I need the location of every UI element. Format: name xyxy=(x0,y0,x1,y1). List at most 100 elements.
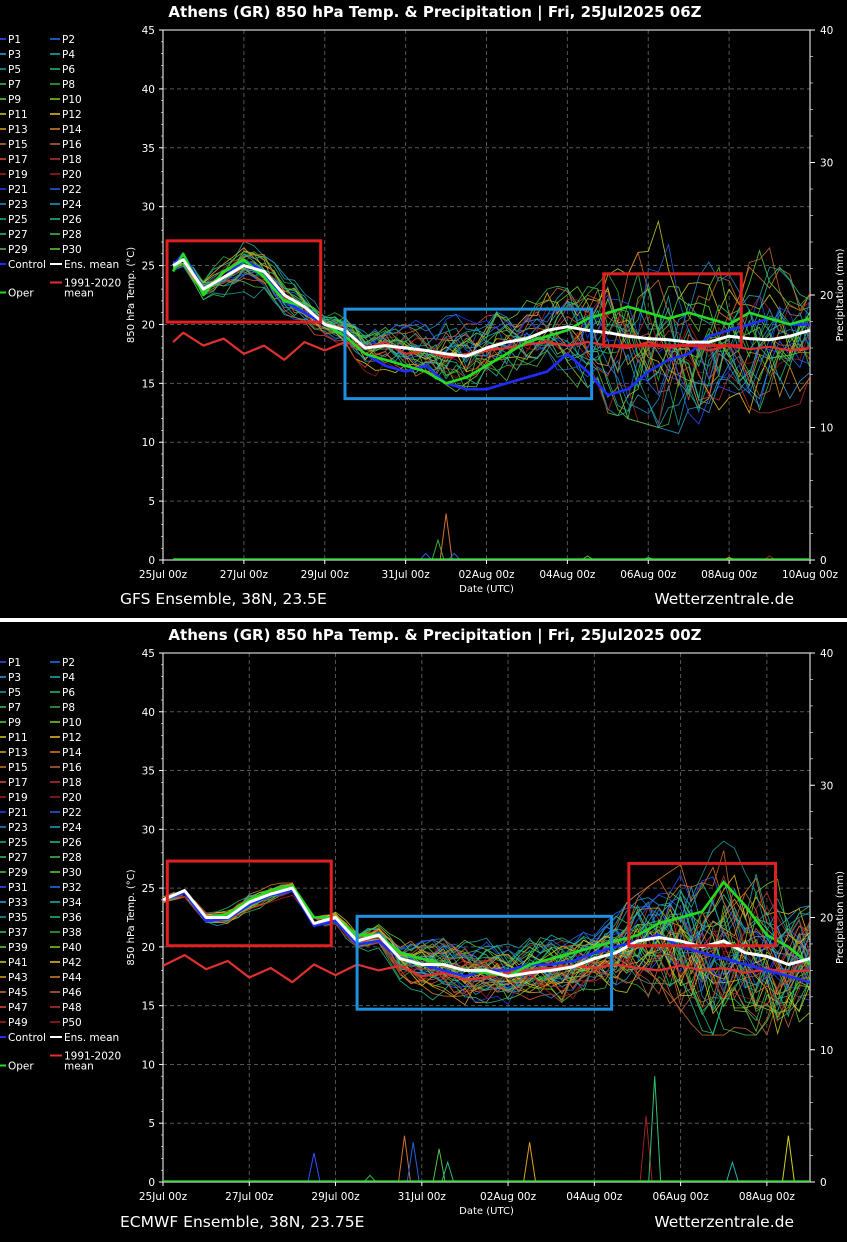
legend-label: P13 xyxy=(8,124,28,136)
x-tick-label: 04Aug 00z xyxy=(566,1191,623,1203)
legend-label: P11 xyxy=(8,732,28,744)
ensemble-member-line xyxy=(163,894,810,1000)
ensemble-mean-line xyxy=(172,258,810,358)
legend-label: P49 xyxy=(8,1017,28,1029)
legend-label: P28 xyxy=(62,229,82,241)
legend-label: P30 xyxy=(62,244,82,256)
ecmwf-chart-svg: Athens (GR) 850 hPa Temp. & Precipitatio… xyxy=(0,626,846,1231)
legend-label: P50 xyxy=(62,1017,82,1029)
precip-member-spike xyxy=(398,1135,411,1182)
highlight-box xyxy=(343,307,594,401)
ensemble-member-line xyxy=(172,261,810,415)
legend-label: P23 xyxy=(8,822,28,834)
legend-label: P24 xyxy=(62,199,82,211)
legend-label: mean xyxy=(64,288,94,300)
legend-label: P4 xyxy=(62,672,75,684)
legend-label: mean xyxy=(64,1061,94,1073)
legend-label: P34 xyxy=(62,897,82,909)
precip-member-spike xyxy=(523,1142,537,1182)
y-tick-label: 5 xyxy=(148,1118,155,1130)
legend-label: P9 xyxy=(8,94,21,106)
legend-label: P22 xyxy=(62,184,82,196)
x-tick-label: 04Aug 00z xyxy=(539,569,596,581)
legend-label: 1991-2020 xyxy=(64,1051,121,1063)
legend-label: P3 xyxy=(8,672,21,684)
precip-member-spike xyxy=(363,1174,377,1182)
legend-label: P2 xyxy=(62,34,75,46)
legend-label: P17 xyxy=(8,154,28,166)
legend-label: P36 xyxy=(62,912,82,924)
legend-label: P16 xyxy=(62,139,82,151)
y2-tick-label: 10 xyxy=(820,423,833,435)
legend-label: P3 xyxy=(8,49,21,61)
y-tick-label: 45 xyxy=(142,25,155,37)
chart-title: Athens (GR) 850 hPa Temp. & Precipitatio… xyxy=(168,626,701,645)
y2-tick-label: 40 xyxy=(820,648,833,660)
legend-label: P13 xyxy=(8,747,28,759)
precip-member-spike xyxy=(441,1160,455,1182)
panel-divider xyxy=(0,618,847,622)
legend-label: P21 xyxy=(8,184,28,196)
y-tick-label: 20 xyxy=(142,942,155,954)
climate-mean-line xyxy=(163,954,810,984)
y2-axis-label: Precipitation (mm) xyxy=(835,248,846,341)
y-tick-label: 15 xyxy=(142,1001,155,1013)
legend-label: P28 xyxy=(62,852,82,864)
legend-label: P15 xyxy=(8,762,28,774)
legend-label: P30 xyxy=(62,867,82,879)
legend-label: P7 xyxy=(8,79,21,91)
legend-label: P21 xyxy=(8,807,28,819)
legend-label: P29 xyxy=(8,244,28,256)
legend-label: Ens. mean xyxy=(64,1032,119,1044)
ensemble-member-line xyxy=(173,253,810,429)
gfs-chart-svg: Athens (GR) 850 hPa Temp. & Precipitatio… xyxy=(0,3,846,608)
y2-tick-label: 0 xyxy=(820,1177,827,1189)
legend-label: P15 xyxy=(8,139,28,151)
precip-member-spike xyxy=(432,1148,446,1182)
legend-label: P8 xyxy=(62,702,75,714)
highlight-box xyxy=(355,914,614,1011)
legend-label: P1 xyxy=(8,657,21,669)
legend-label: P4 xyxy=(62,49,75,61)
y-tick-label: 35 xyxy=(142,143,155,155)
highlight-box xyxy=(165,859,333,948)
y-tick-label: 20 xyxy=(142,319,155,331)
y-tick-label: 30 xyxy=(142,202,155,214)
legend-label: P18 xyxy=(62,777,82,789)
y-tick-label: 30 xyxy=(142,824,155,836)
x-tick-label: 02Aug 00z xyxy=(458,569,515,581)
x-axis-label: Date (UTC) xyxy=(459,584,514,595)
legend-label: P19 xyxy=(8,792,28,804)
y2-tick-label: 20 xyxy=(820,290,833,302)
y-tick-label: 45 xyxy=(142,648,155,660)
legend-label: Ens. mean xyxy=(64,259,119,271)
legend-label: P6 xyxy=(62,687,75,699)
legend-label: P10 xyxy=(62,94,82,106)
legend-label: Control xyxy=(8,259,46,271)
precip-member-spike xyxy=(447,552,461,560)
ensemble-member-line xyxy=(173,261,810,405)
y-tick-label: 25 xyxy=(142,261,155,273)
legend-label: P25 xyxy=(8,214,28,226)
legend-label: P2 xyxy=(62,657,75,669)
legend-label: P33 xyxy=(8,897,28,909)
legend-label: P16 xyxy=(62,762,82,774)
legend-label: P12 xyxy=(62,732,82,744)
legend-label: P14 xyxy=(62,124,82,136)
legend-label: P41 xyxy=(8,957,28,969)
legend-label: P1 xyxy=(8,34,21,46)
x-tick-label: 08Aug 00z xyxy=(739,1191,796,1203)
x-tick-label: 06Aug 00z xyxy=(620,569,677,581)
x-tick-label: 29Jul 00z xyxy=(301,569,350,581)
legend-label: P39 xyxy=(8,942,28,954)
ensemble-member-line xyxy=(163,890,810,1004)
legend-label: P27 xyxy=(8,229,28,241)
x-tick-label: 06Aug 00z xyxy=(653,1191,710,1203)
y2-tick-label: 0 xyxy=(820,555,827,567)
x-tick-label: 27Jul 00z xyxy=(225,1191,274,1203)
legend-label: Control xyxy=(8,1032,46,1044)
y-tick-label: 40 xyxy=(142,707,155,719)
precip-member-spike xyxy=(439,513,453,560)
legend-label: P11 xyxy=(8,109,28,121)
ensemble-member-line xyxy=(173,251,810,386)
